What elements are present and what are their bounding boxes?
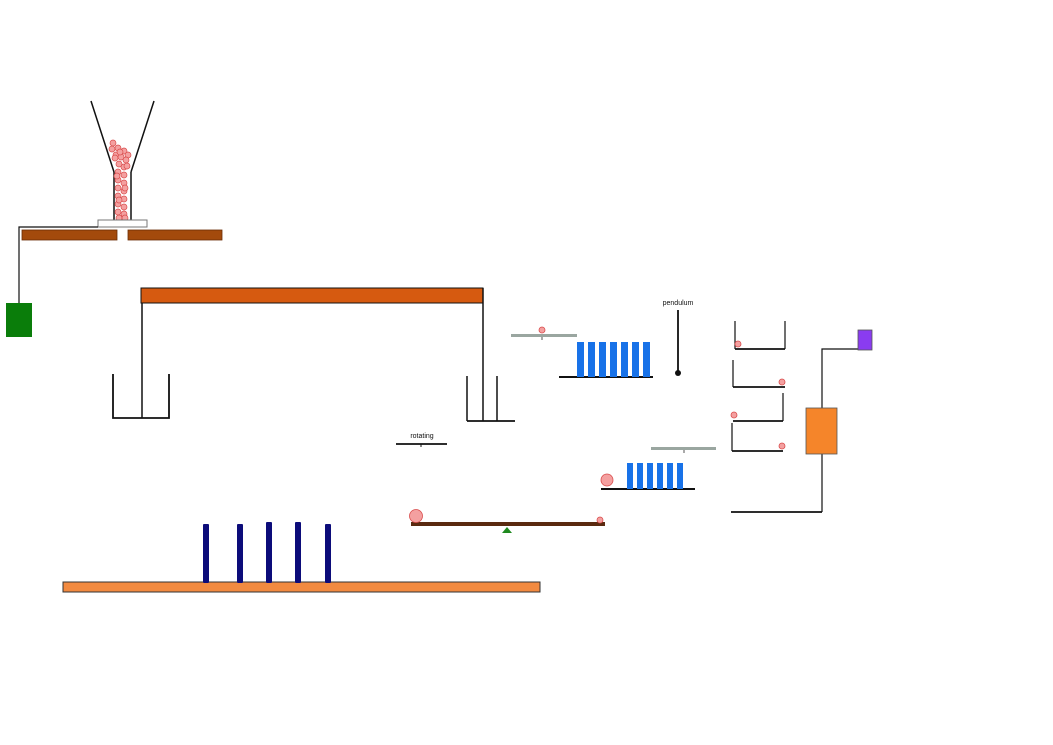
pendulum-label: pendulum <box>663 300 694 307</box>
hopper-ball[interactable] <box>111 154 119 162</box>
seesaw-plank[interactable] <box>411 522 605 526</box>
lower-domino[interactable] <box>677 463 683 489</box>
hopper-ball[interactable] <box>108 145 116 153</box>
tall-dominoes <box>203 522 331 583</box>
orange-block-string-upper <box>821 348 858 408</box>
step-shelf-4 <box>731 423 786 452</box>
tall-domino[interactable] <box>237 524 243 583</box>
rotating-label: rotating <box>410 433 433 440</box>
hopper-balls <box>108 139 132 222</box>
step-shelf-2 <box>732 360 786 388</box>
upper-domino[interactable] <box>632 342 639 377</box>
lower-domino[interactable] <box>667 463 673 489</box>
upper-domino[interactable] <box>610 342 617 377</box>
tall-domino[interactable] <box>295 522 301 583</box>
seesaw-pivot <box>502 527 512 533</box>
upper-domino[interactable] <box>621 342 628 377</box>
long-beam <box>140 287 484 304</box>
tall-domino[interactable] <box>325 524 331 583</box>
lower-domino-ball[interactable] <box>600 473 614 487</box>
upper-domino[interactable] <box>577 342 584 377</box>
step-shelf-1 <box>734 321 786 350</box>
hopper-ball[interactable] <box>113 172 121 180</box>
gray-balance-bar-upper[interactable] <box>511 334 577 337</box>
pulley-string <box>18 226 98 303</box>
hopper-ball[interactable] <box>109 139 117 147</box>
hopper-ball[interactable] <box>120 203 128 211</box>
step-shelf-3-ball[interactable] <box>730 411 738 419</box>
lower-domino[interactable] <box>657 463 663 489</box>
step-shelf-2-ball[interactable] <box>778 378 786 386</box>
seesaw-ball-small[interactable] <box>596 516 604 524</box>
upper-dominoes <box>577 342 650 377</box>
upper-domino[interactable] <box>643 342 650 377</box>
green-weight[interactable] <box>6 303 32 337</box>
upper-domino[interactable] <box>599 342 606 377</box>
hopper-ball[interactable] <box>114 208 122 216</box>
hopper-gate[interactable] <box>97 219 148 228</box>
step-shelves <box>730 321 786 452</box>
gray-bar-upper-ball[interactable] <box>538 326 546 334</box>
hopper-ball[interactable] <box>122 156 130 164</box>
step-shelf-3 <box>730 393 784 422</box>
hopper-ball[interactable] <box>115 160 123 168</box>
floor-plank <box>62 581 541 593</box>
hopper-ball[interactable] <box>116 148 124 156</box>
hopper-ball[interactable] <box>121 184 129 192</box>
lower-domino[interactable] <box>637 463 643 489</box>
seesaw-ball-large[interactable] <box>409 509 423 523</box>
right-cup <box>466 376 515 422</box>
tall-domino[interactable] <box>203 524 209 583</box>
tall-domino[interactable] <box>266 522 272 583</box>
lower-domino[interactable] <box>627 463 633 489</box>
lower-domino[interactable] <box>647 463 653 489</box>
seesaw <box>409 509 605 533</box>
upper-domino[interactable] <box>588 342 595 377</box>
hopper-ball[interactable] <box>123 162 131 170</box>
lower-dominoes <box>627 463 683 489</box>
funnel-right-wall <box>130 100 155 173</box>
purple-target-block[interactable] <box>857 329 873 351</box>
pendulum-bob[interactable] <box>675 370 681 376</box>
step-shelf-4-ball[interactable] <box>778 442 786 450</box>
step-shelf-1-ball[interactable] <box>734 340 742 348</box>
hopper-shelf-right <box>127 229 223 241</box>
gray-balance-bar-lower[interactable] <box>651 447 716 450</box>
hopper-shelf-left <box>21 229 118 241</box>
hopper-ball[interactable] <box>120 171 128 179</box>
orange-counterweight[interactable] <box>805 407 838 455</box>
left-cup <box>112 374 170 419</box>
hopper <box>90 100 155 228</box>
hopper-ball[interactable] <box>115 196 123 204</box>
hopper-ball[interactable] <box>114 184 122 192</box>
funnel-left-wall <box>90 100 115 173</box>
